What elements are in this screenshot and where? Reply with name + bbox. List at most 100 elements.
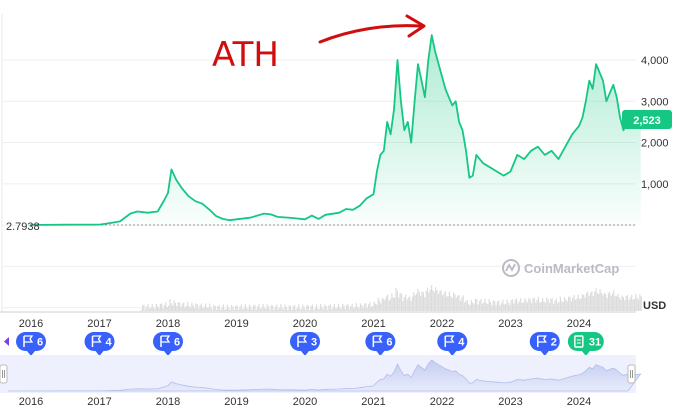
event-flag-marker[interactable]: 4 (437, 332, 468, 356)
volume-bar (311, 304, 313, 311)
volume-bar (233, 310, 235, 311)
volume-bar (592, 296, 594, 311)
svg-text:6: 6 (174, 337, 180, 349)
x-tick-label: 2021 (361, 318, 385, 330)
volume-bar (289, 305, 292, 311)
volume-bar (161, 303, 163, 311)
volume-bar (332, 306, 334, 311)
volume-bar (528, 297, 530, 311)
volume-bar (152, 307, 155, 311)
volume-bar (409, 296, 411, 311)
volume-bar (357, 306, 359, 311)
volume-bar (314, 307, 316, 311)
volume-bar (547, 299, 549, 311)
volume-bar (602, 295, 604, 311)
svg-text:CoinMarketCap: CoinMarketCap (524, 261, 619, 276)
volume-bar (229, 310, 231, 311)
price-area (31, 35, 641, 226)
volume-bar (495, 305, 497, 311)
volume-bar (553, 303, 555, 311)
volume-bar (426, 287, 429, 311)
news-marker[interactable]: 31 (567, 332, 604, 356)
range-navigator[interactable] (0, 355, 642, 393)
volume-bar (384, 300, 386, 311)
volume-bar (379, 300, 381, 311)
volume-bar (224, 309, 226, 311)
volume-bar (588, 295, 590, 311)
volume-bar (436, 290, 438, 311)
volume-bar (276, 304, 278, 311)
volume-bar (535, 302, 537, 311)
event-flag-marker[interactable]: 6 (153, 332, 183, 356)
volume-bar (243, 308, 245, 311)
x-tick-label: 2023 (498, 318, 522, 330)
volume-bar (262, 303, 264, 311)
x-tick-label: 2024 (567, 318, 591, 330)
volume-bar (577, 294, 579, 311)
volume-bar (259, 309, 261, 311)
volume-bar (391, 292, 393, 311)
volume-bar (411, 296, 414, 311)
navigator-right-handle[interactable] (627, 364, 636, 384)
volume-bar (184, 307, 186, 311)
volume-bar (340, 308, 342, 311)
volume-bar (142, 305, 144, 311)
volume-bar (402, 301, 404, 311)
volume-bar (603, 292, 605, 311)
volume-bar (561, 300, 563, 311)
event-flags[interactable]: 6 4 6 3 6 4 2 31 (4, 332, 604, 356)
event-flag-marker[interactable]: 3 (290, 332, 320, 356)
volume-bar (622, 297, 624, 311)
event-flag-marker[interactable]: 2 (529, 332, 560, 356)
current-price-label: 2,523 (633, 115, 661, 127)
navigator-left-handle[interactable] (0, 364, 8, 384)
x-tick-label: 2019 (224, 318, 248, 330)
volume-bar (194, 308, 196, 311)
volume-bar (465, 301, 467, 311)
volume-bar (196, 304, 198, 311)
volume-bar (214, 306, 216, 311)
volume-bar (618, 297, 620, 311)
event-flag-marker[interactable]: 4 (84, 332, 115, 356)
volume-bar (388, 300, 390, 311)
volume-bar (461, 297, 463, 311)
volume-bar (611, 293, 614, 311)
volume-bar (381, 298, 383, 311)
volume-bar (296, 308, 298, 311)
currency-unit-label: USD (643, 300, 666, 312)
volume-bar (325, 306, 327, 311)
volume-bar (554, 300, 556, 311)
volume-bar (481, 303, 483, 311)
volume-bar (396, 290, 398, 311)
volume-bar (143, 304, 145, 311)
volume-bar (242, 309, 244, 311)
svg-text:4: 4 (458, 337, 465, 349)
volume-bar (351, 303, 353, 311)
volume-bar (291, 310, 293, 311)
volume-bar (191, 302, 193, 311)
volume-bar (336, 308, 338, 311)
volume-bar (265, 309, 267, 311)
navigator-tick-label: 2021 (361, 396, 385, 408)
volume-bar (285, 307, 287, 311)
document-icon (574, 335, 584, 348)
navigator-tick-label: 2019 (224, 396, 248, 408)
volume-bar (458, 295, 460, 311)
volume-bar (235, 306, 237, 311)
volume-bar (176, 306, 178, 311)
volume-bar (310, 306, 312, 311)
volume-bar (203, 306, 205, 311)
volume-bar (173, 300, 175, 311)
event-flag-marker[interactable]: 6 (16, 332, 46, 356)
volume-bar (518, 301, 520, 311)
volume-bar (318, 309, 320, 311)
y-tick-label: 1,000 (641, 179, 669, 191)
volume-bar (484, 298, 486, 311)
event-flag-marker[interactable]: 6 (365, 332, 396, 356)
volume-bar (498, 300, 500, 311)
volume-bar (148, 308, 150, 311)
volume-bar (503, 304, 505, 311)
volume-bar (247, 309, 249, 311)
volume-bar (257, 306, 259, 311)
